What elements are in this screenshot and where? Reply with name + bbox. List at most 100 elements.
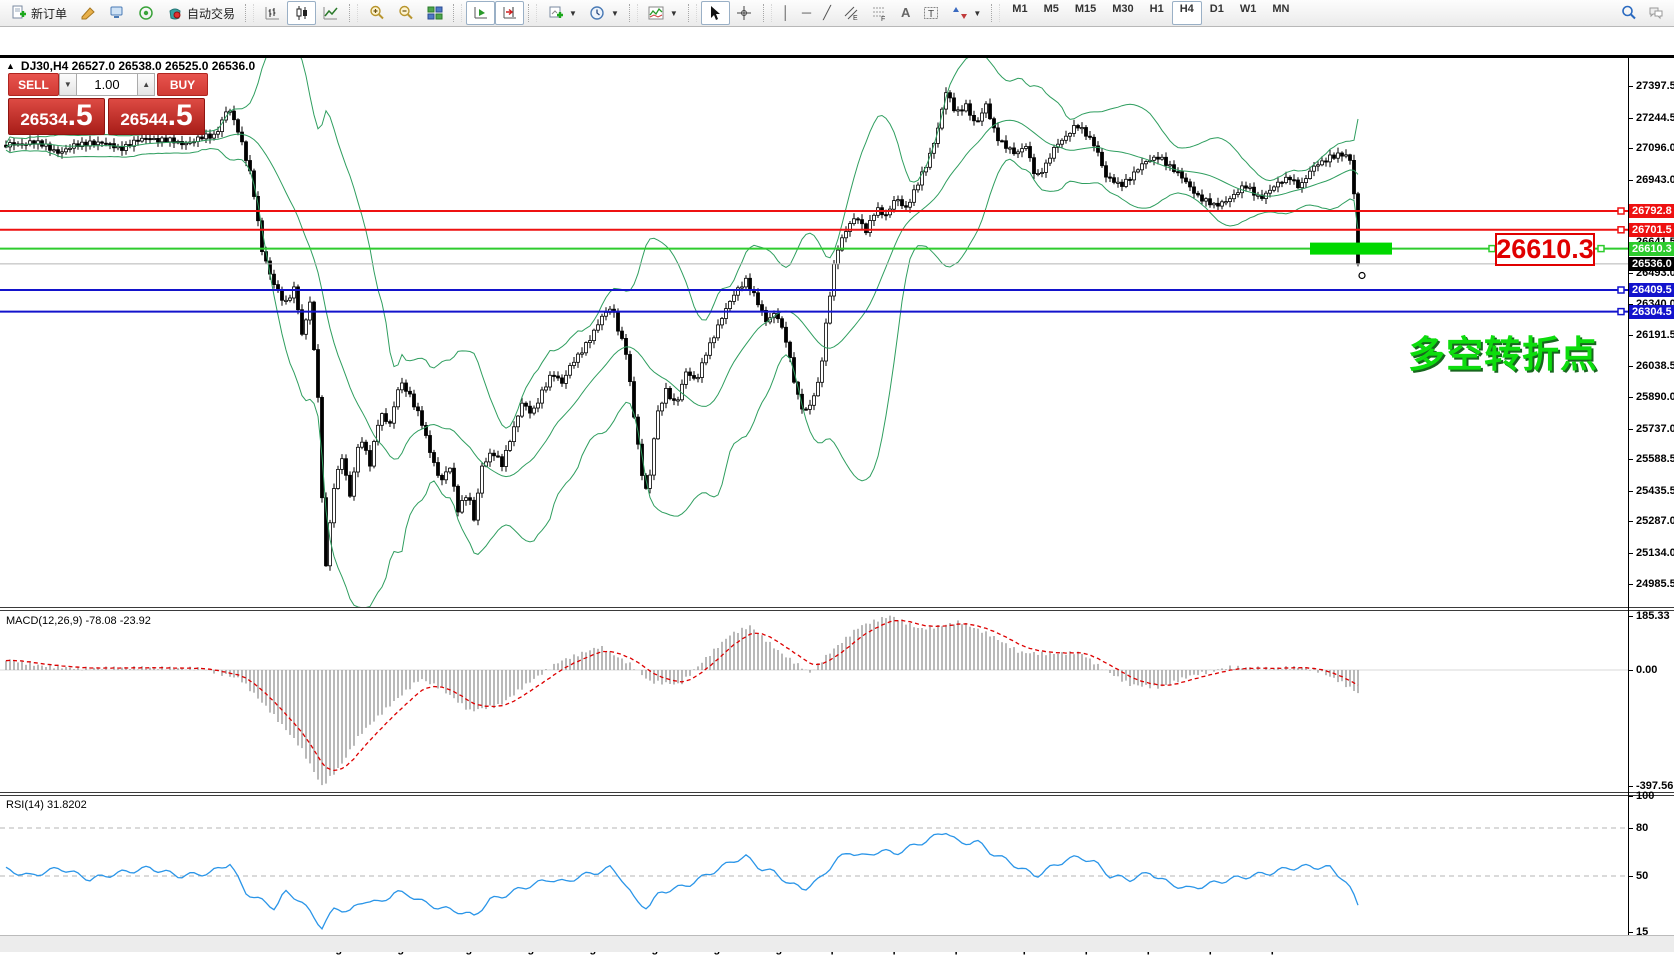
horizontal-line-tool-button[interactable]: ─: [796, 1, 817, 25]
timeframe-button-h1[interactable]: H1: [1149, 3, 1164, 15]
level-price-tag: 26409.5: [1629, 283, 1674, 297]
period-button[interactable]: ▼: [583, 1, 625, 25]
timeframe-button-m5[interactable]: M5: [1043, 3, 1059, 15]
lot-size-input[interactable]: 1.00: [76, 73, 138, 96]
crayon-button[interactable]: [73, 1, 102, 25]
zoom-in-button[interactable]: [362, 1, 391, 25]
main-price-chart[interactable]: [0, 58, 1628, 607]
cursor-icon: [707, 5, 724, 21]
sell-price-frac: .5: [67, 99, 93, 132]
vertical-line-tool-button[interactable]: │: [776, 1, 796, 25]
buy-price-frac: .5: [167, 99, 193, 132]
chart-shift-button[interactable]: [495, 1, 525, 25]
macd-axis-label: 0.00: [1636, 664, 1658, 676]
timeframe-button-m1[interactable]: M1: [1012, 3, 1028, 15]
toolbar-grip: [528, 4, 538, 22]
price-tick-label: 25435.5: [1636, 484, 1674, 497]
buy-button[interactable]: BUY: [157, 73, 208, 96]
window-bottom-strip: [0, 935, 1674, 952]
price-tick-label: 26191.5: [1636, 328, 1674, 341]
timeframe-button-w1[interactable]: W1: [1239, 3, 1257, 15]
bar-chart-mode-button[interactable]: [258, 1, 287, 25]
timeframe-button-m30[interactable]: M30: [1112, 3, 1134, 15]
macd-label: MACD(12,26,9) -78.08 -23.92: [6, 615, 151, 627]
level-price-tag: 26792.8: [1629, 203, 1674, 218]
price-tick: [1628, 366, 1633, 368]
panel-separator[interactable]: [0, 607, 1674, 611]
timeframe-button-m15[interactable]: M15: [1074, 3, 1097, 15]
fibonacci-tool-button[interactable]: F: [866, 1, 895, 25]
price-tick-label: 26038.5: [1636, 360, 1674, 373]
auto-trading-label: 自动交易: [187, 6, 236, 21]
new-chart-button[interactable]: ▼: [541, 1, 583, 25]
level-price-tag: 26304.5: [1629, 304, 1674, 319]
signal-button[interactable]: [131, 1, 160, 25]
channel-tool-button[interactable]: E: [837, 1, 866, 25]
macd-tick: [1628, 670, 1633, 671]
profile-button[interactable]: [102, 1, 131, 25]
trendline-tool-button[interactable]: ╱: [817, 1, 837, 25]
price-tick: [1628, 459, 1633, 461]
text-icon: A: [900, 5, 911, 20]
arrows-icon: [951, 5, 968, 21]
clock-icon: [589, 5, 606, 21]
rsi-panel-chart[interactable]: [0, 796, 1628, 938]
price-tick: [1628, 180, 1633, 181]
collapse-arrow-icon[interactable]: ▲: [6, 61, 15, 71]
indicators-icon: [648, 5, 665, 21]
rsi-tick: [1628, 932, 1633, 933]
price-tick-label: 25588.5: [1636, 453, 1674, 466]
pivot-price-callout[interactable]: 26610.3: [1495, 233, 1595, 266]
new-order-button[interactable]: 新订单: [4, 1, 73, 25]
one-click-trade-panel: SELL ▼ 1.00 ▲ BUY 26534.5 26544.5: [8, 73, 208, 135]
tile-windows-icon: [426, 5, 443, 21]
indicators-button[interactable]: ▼: [642, 1, 684, 25]
symbol-info: DJ30,H4 26527.0 26538.0 26525.0 26536.0: [20, 59, 256, 73]
sell-price-button[interactable]: 26534.5: [8, 98, 105, 135]
panel-separator[interactable]: [0, 792, 1674, 796]
rsi-axis-label: 80: [1636, 822, 1649, 834]
search-icon[interactable]: [1620, 5, 1637, 21]
svg-text:T: T: [928, 9, 934, 20]
price-tick: [1628, 86, 1633, 88]
macd-panel-chart[interactable]: [0, 612, 1628, 792]
price-tick-label: 26943.0: [1636, 174, 1674, 186]
text-tool-button[interactable]: A: [895, 1, 916, 25]
tile-windows-button[interactable]: [420, 1, 449, 25]
crayon-icon: [79, 5, 96, 21]
buy-price-button[interactable]: 26544.5: [108, 98, 205, 135]
horizontal-line-icon: ─: [801, 5, 812, 20]
sell-price-int: 26534: [20, 110, 68, 129]
chat-icon[interactable]: [1647, 5, 1664, 21]
price-tick-label: 27397.5: [1636, 80, 1674, 93]
text-label-tool-button[interactable]: T: [916, 1, 945, 25]
crosshair-icon: [736, 5, 753, 21]
auto-trading-button[interactable]: 自动交易: [160, 1, 241, 25]
timeframe-button-mn[interactable]: MN: [1272, 3, 1290, 15]
timeframe-group: M1 M5 M15 M30 H1 H4 D1 W1 MN: [1004, 1, 1297, 25]
arrows-tool-button[interactable]: ▼: [945, 1, 987, 25]
toolbar-grip: [628, 4, 638, 22]
price-tick: [1628, 148, 1633, 150]
crosshair-tool-button[interactable]: [730, 1, 759, 25]
toolbar-grip: [245, 4, 255, 22]
macd-tick: [1628, 786, 1633, 788]
vertical-line-icon: │: [781, 5, 790, 20]
toolbar-grip: [762, 4, 772, 22]
auto-trading-icon: [166, 5, 183, 21]
line-chart-mode-button[interactable]: [316, 1, 345, 25]
price-tick: [1628, 521, 1633, 523]
sell-button[interactable]: SELL: [8, 73, 59, 96]
timeframe-button-d1[interactable]: D1: [1209, 3, 1224, 15]
candlestick-icon: [293, 5, 310, 21]
lot-decrease-button[interactable]: ▼: [58, 73, 77, 96]
candlestick-mode-button[interactable]: [287, 1, 317, 25]
bar-chart-icon: [264, 5, 281, 21]
auto-scroll-button[interactable]: [466, 1, 496, 25]
price-tick-label: 27096.0: [1636, 142, 1674, 155]
lot-increase-button[interactable]: ▲: [137, 73, 156, 96]
zoom-out-button[interactable]: [391, 1, 420, 25]
price-tick-label: 25134.0: [1636, 546, 1674, 559]
cursor-tool-button[interactable]: [700, 1, 730, 25]
timeframe-button-h4[interactable]: H4: [1171, 1, 1202, 25]
